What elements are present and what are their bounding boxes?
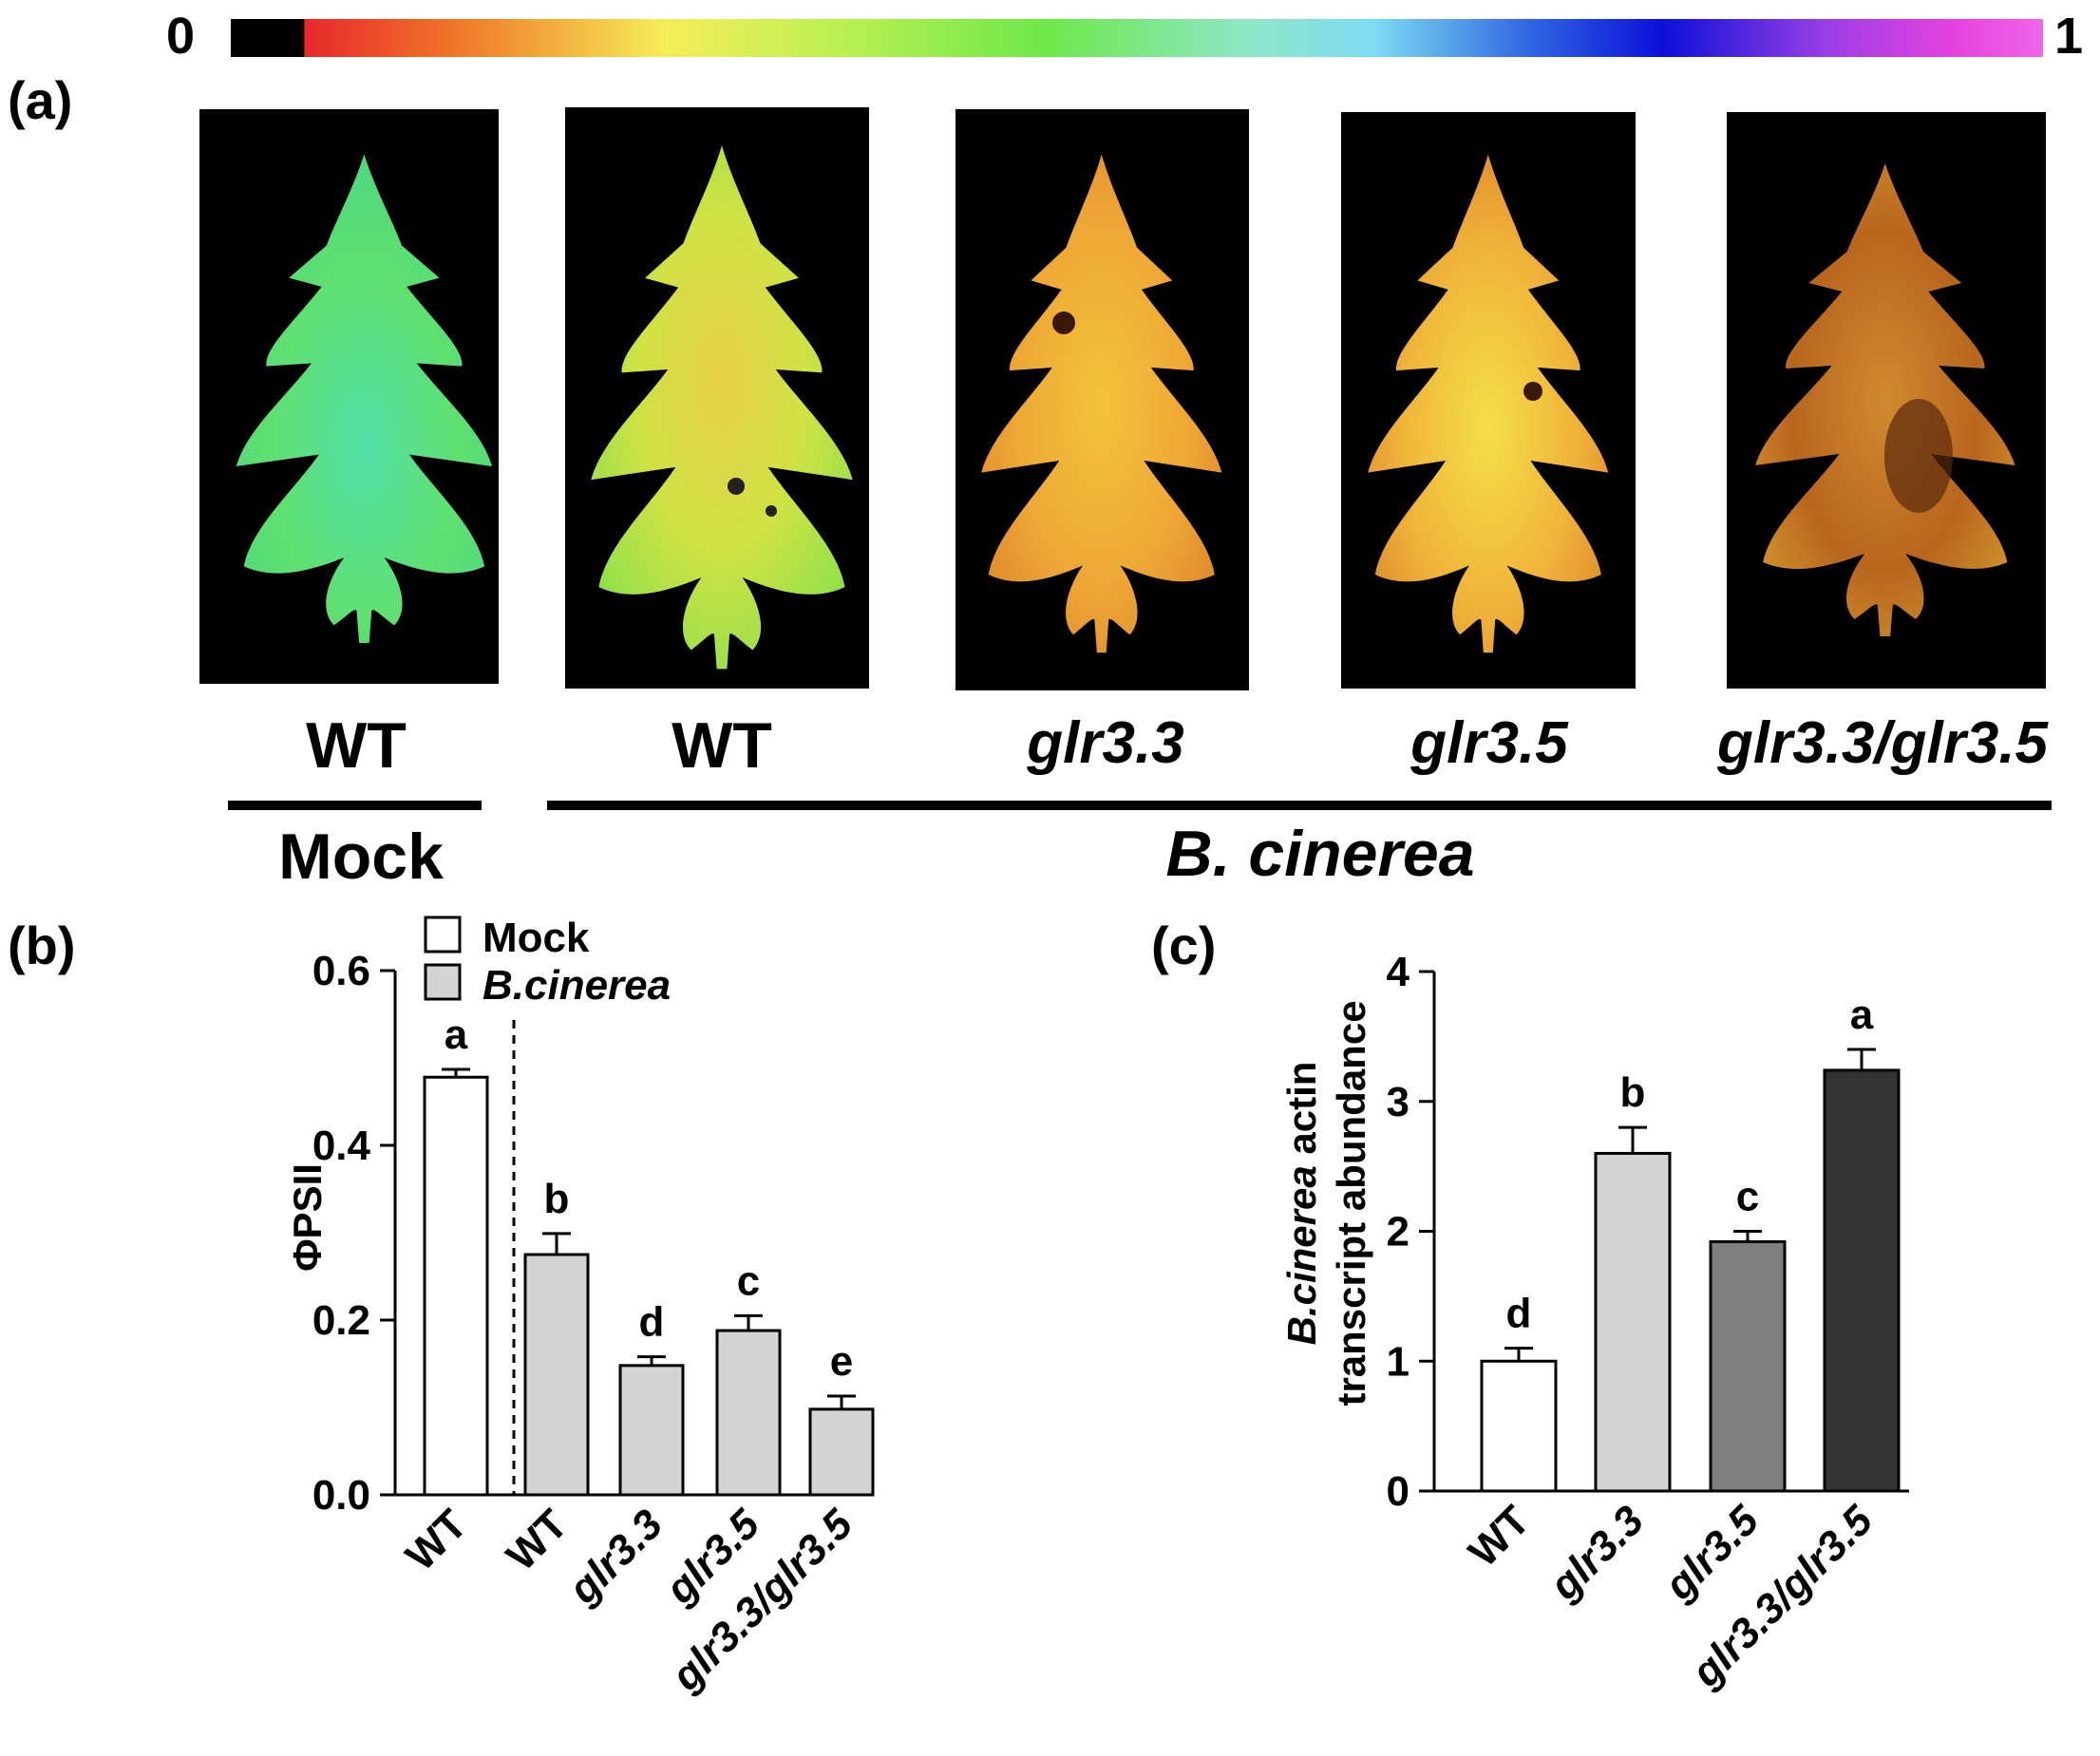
chart-b-ytick-label-1: 0.2 [312, 1297, 370, 1344]
chart-c-bar-2 [1709, 1239, 1787, 1493]
chart-c-ylabel-italic: B.cinerea [1279, 1165, 1324, 1345]
mock-group-label: Mock [278, 821, 444, 893]
chart-b-bar-2 [618, 1364, 685, 1497]
infected-group-label: B. cinerea [1165, 818, 1474, 890]
chart-c-ytick-label-4: 4 [1387, 949, 1410, 995]
panel-b-label: (b) [8, 916, 76, 975]
chart-b-bar-4 [808, 1407, 875, 1497]
chart-b-ytick-label-0: 0.0 [312, 1472, 370, 1519]
chart-b-ylabel: ΦPSII [285, 1163, 330, 1272]
chart-b-bar-3 [715, 1329, 782, 1497]
chart-c-category-label-2: glr3.5 [1655, 1497, 1769, 1610]
chart-c-letter-0: d [1506, 1291, 1532, 1337]
leaf-image-4 [1341, 112, 1636, 689]
colorbar [231, 19, 2043, 57]
leaf-caption-5: glr3.3/glr3.5 [1716, 710, 2050, 776]
chart-c-bar-3 [1823, 1068, 1901, 1493]
chart-c-letter-1: b [1620, 1069, 1646, 1116]
chart-b-letter-2: d [639, 1299, 665, 1346]
panel-c-label: (c) [1151, 916, 1216, 975]
leaf-image-5 [1727, 112, 2046, 689]
chart-b-bar-1 [523, 1253, 590, 1497]
chart-c-ytick-label-1: 1 [1387, 1338, 1409, 1385]
leaf-caption-4: glr3.5 [1409, 710, 1569, 776]
leaf-caption-1: WT [306, 709, 407, 782]
infected-group-line [547, 801, 2052, 810]
leaf-caption-2: WT [672, 709, 772, 782]
legend-bcinerea-swatch [424, 963, 462, 1001]
colorbar-min-label: 0 [166, 8, 195, 65]
chart-c-ytick-label-0: 0 [1387, 1468, 1409, 1515]
chart-c-letter-3: a [1850, 991, 1874, 1038]
mock-group-line [228, 801, 482, 810]
chart-c-ylabel: B.cinerea actin [1279, 1062, 1324, 1346]
chart-c-bar-1 [1594, 1151, 1672, 1493]
chart-b-letter-0: a [445, 1011, 468, 1058]
leaf-caption-3: glr3.3 [1026, 710, 1183, 776]
leaf-image-2 [565, 107, 869, 689]
chart-c-ytick-label-3: 3 [1387, 1079, 1409, 1125]
chart-b-letter-4: e [830, 1338, 853, 1385]
chart-b-bar-0 [423, 1075, 489, 1497]
colorbar-max-label: 1 [2054, 8, 2083, 65]
legend-mock-label: Mock [482, 915, 590, 961]
chart-c-ylabel-rest: actin [1279, 1062, 1324, 1166]
chart-c-letter-2: c [1736, 1174, 1759, 1220]
legend-bcinerea-label: B.cinerea [482, 962, 671, 1009]
chart-c-ytick-label-2: 2 [1387, 1209, 1409, 1256]
chart-b-category-label-2: glr3.3 [559, 1501, 672, 1613]
panel-a-label: (a) [8, 70, 72, 130]
chart-c-category-label-1: glr3.3 [1541, 1497, 1653, 1609]
chart-b: Mock B.cinerea ΦPSII 0.0 0.2 0.4 0.6 a WT b WT d… [285, 915, 875, 1700]
legend-mock-swatch [424, 916, 462, 954]
chart-b-ytick-label-2: 0.4 [312, 1123, 371, 1169]
chart-b-ytick-label-3: 0.6 [312, 948, 370, 994]
chart-c-ylabel-line2: transcript abundance [1329, 1000, 1373, 1406]
chart-b-category-label-0: WT [397, 1501, 476, 1579]
chart-b-letter-1: b [544, 1176, 570, 1222]
chart-b-category-label-1: WT [498, 1501, 577, 1579]
leaf-image-1 [199, 109, 499, 684]
leaf-image-3 [955, 109, 1249, 690]
chart-c-bar-0 [1480, 1359, 1558, 1493]
chart-b-letter-3: c [737, 1257, 760, 1304]
chart-c-category-label-0: WT [1460, 1497, 1539, 1576]
chart-c: B.cinerea actin transcript abundance 0 1 2… [1279, 949, 1909, 1696]
